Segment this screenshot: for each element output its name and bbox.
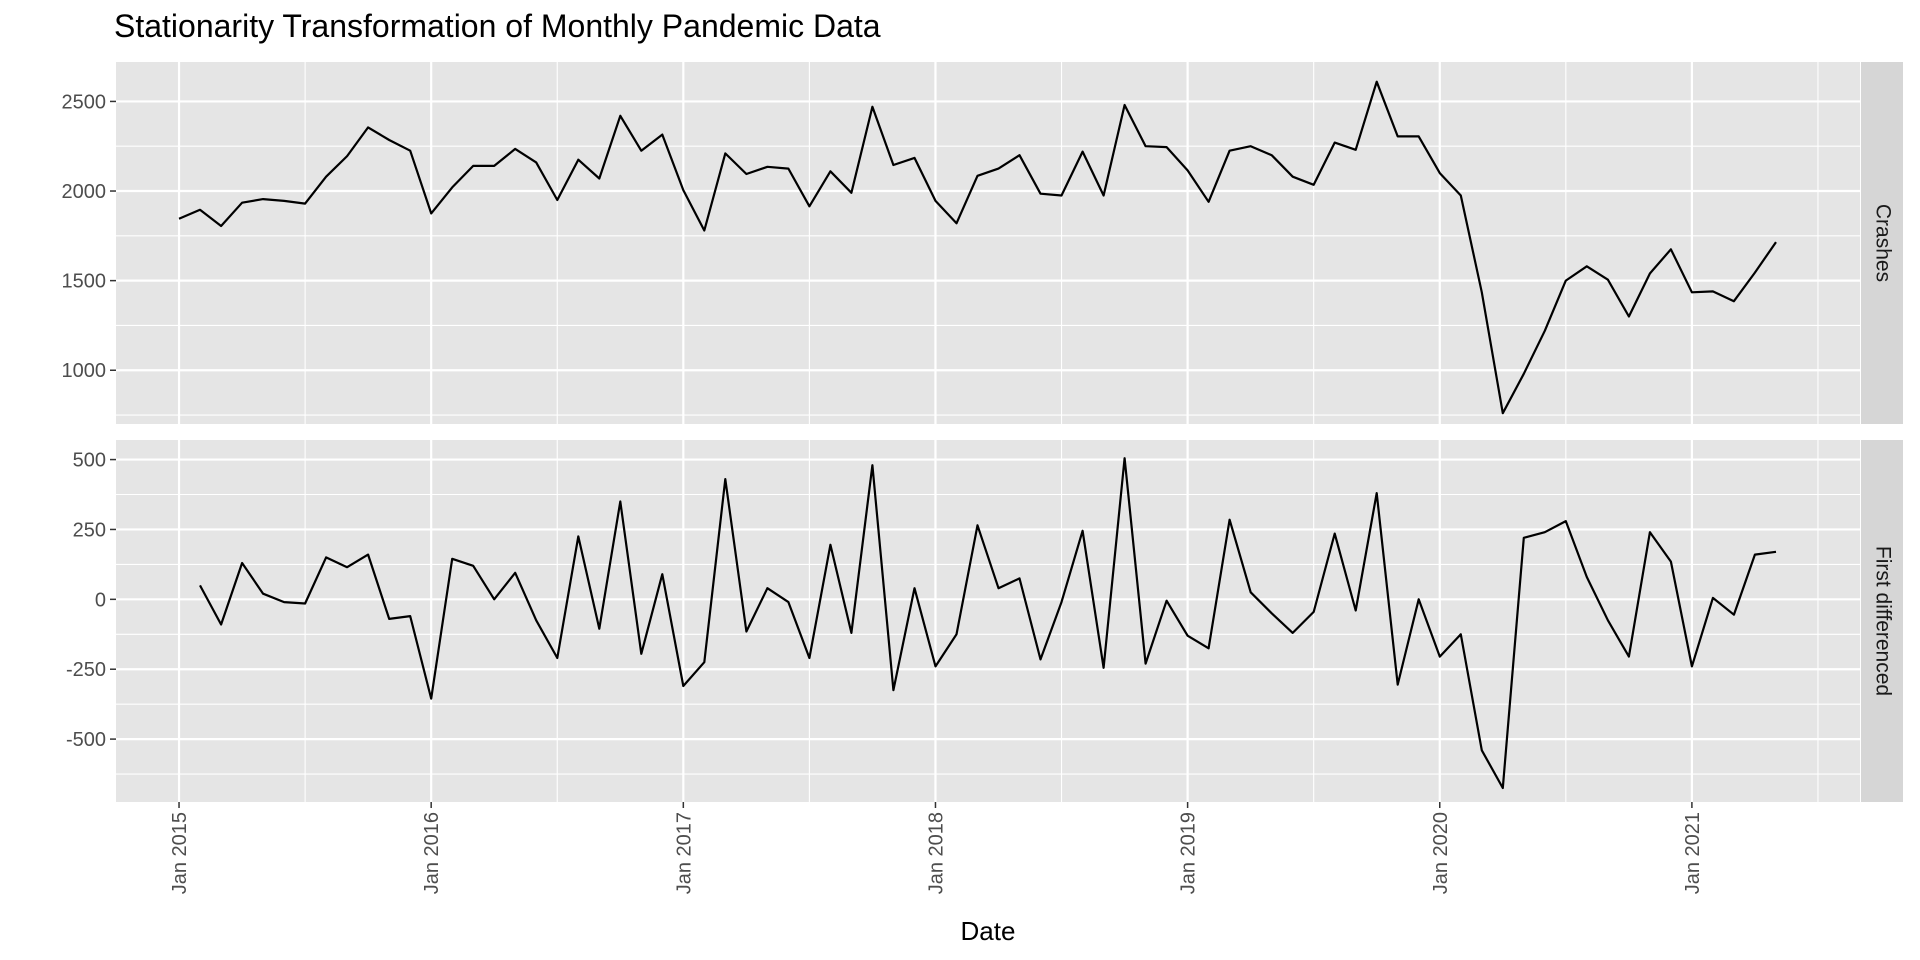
panel-background <box>116 440 1860 802</box>
panel-background <box>116 62 1860 424</box>
y-tick-label: 250 <box>73 519 106 541</box>
x-axis-title: Date <box>961 916 1016 946</box>
y-tick-label: -250 <box>66 659 106 681</box>
series-line-first-differenced <box>199 457 1777 790</box>
y-tick-label: 2500 <box>62 91 107 113</box>
x-tick-label: Jan 2018 <box>925 812 947 894</box>
y-tick-label: 500 <box>73 450 106 472</box>
series-line-crashes <box>178 80 1777 415</box>
facet-strip <box>1861 440 1903 802</box>
x-tick-label: Jan 2015 <box>169 812 191 894</box>
facet-strip-label: Crashes <box>1871 204 1894 282</box>
y-tick-label: 1000 <box>62 360 107 382</box>
x-tick-label: Jan 2019 <box>1178 812 1200 894</box>
y-tick-label: -500 <box>66 729 106 751</box>
x-tick-label: Jan 2016 <box>421 812 443 894</box>
y-tick-label: 1500 <box>62 271 107 293</box>
facet-strip <box>1861 62 1903 424</box>
x-tick-label: Jan 2021 <box>1682 812 1704 894</box>
facet-strip-label: First differenced <box>1871 546 1894 696</box>
x-tick-label: Jan 2020 <box>1430 812 1452 894</box>
x-tick-label: Jan 2017 <box>673 812 695 894</box>
chart-title: Stationarity Transformation of Monthly P… <box>114 8 881 44</box>
y-tick-label: 2000 <box>62 181 107 203</box>
y-tick-label: 0 <box>95 589 106 611</box>
